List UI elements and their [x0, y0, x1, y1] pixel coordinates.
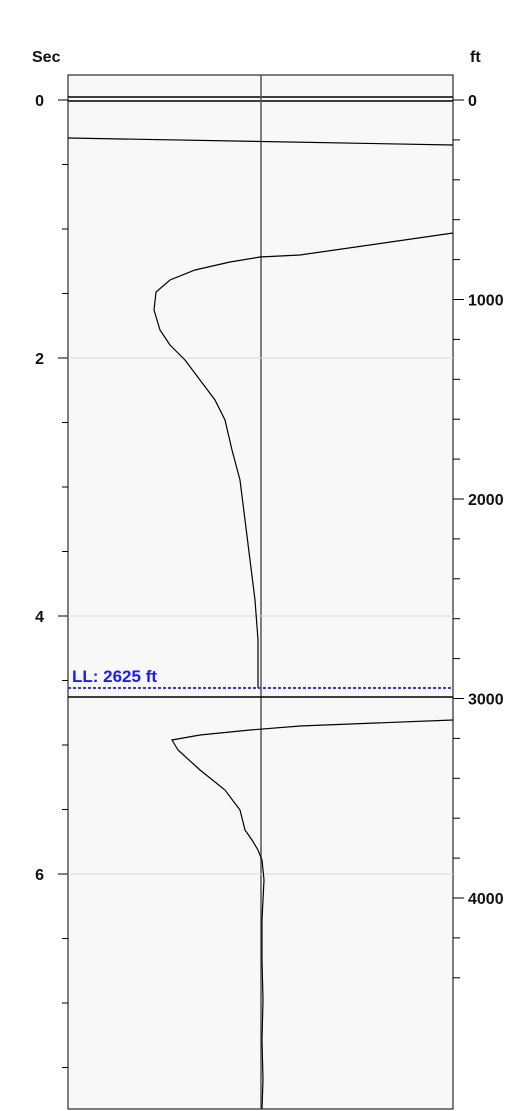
right-tick-label: 2000 [468, 492, 504, 509]
left-axis-unit: Sec [32, 49, 61, 66]
trace-line [67, 137, 454, 146]
right-tick-label: 3000 [468, 692, 504, 709]
trace-lower [171, 719, 454, 1110]
trace-upper [153, 232, 454, 688]
right-tick-label: 1000 [468, 293, 504, 310]
left-tick-label: 0 [35, 93, 44, 110]
right-tick-label: 4000 [468, 891, 504, 908]
right-axis-unit: ft [470, 49, 481, 66]
left-tick-label: 2 [35, 351, 44, 368]
left-tick-label: 6 [35, 867, 44, 884]
right-tick-label: 0 [468, 93, 477, 110]
ll-marker-label: LL: 2625 ft [72, 667, 157, 686]
left-tick-label: 4 [35, 609, 44, 626]
